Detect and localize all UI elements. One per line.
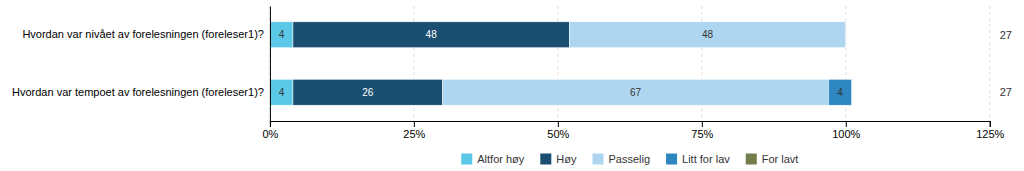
y-tick-label: Hvordan var tempoet av forelesningen (fo… [12,86,264,98]
x-tick: 0% [262,121,278,140]
x-axis: 0% 25% 50% 75% 100% 125% [262,121,1004,140]
data-label: 48 [702,29,714,40]
x-tick: 100% [832,121,860,140]
legend-item: Høy [540,153,577,165]
legend-swatch [461,154,472,165]
x-tick: 125% [976,121,1004,140]
x-tick-label: 50% [547,128,569,140]
bar-segment [293,22,569,48]
legend-label: For lavt [762,153,799,165]
x-tick-mark [990,121,991,127]
n-label: 27 [1000,29,1012,41]
x-tick-mark [270,121,271,127]
legend-item: Litt for lav [666,153,730,165]
bar-segment [293,79,443,105]
legend-swatch [540,154,551,165]
x-tick-label: 125% [976,128,1004,140]
data-label: 4 [837,87,843,98]
bar-segment [569,22,845,48]
y-axis: Hvordan var nivået av forelesningen (for… [12,7,270,122]
x-tick: 50% [547,121,569,140]
legend-item: Altfor høy [461,153,525,165]
data-label: 26 [362,87,374,98]
bar-segment [270,22,293,48]
y-tick: Hvordan var nivået av forelesningen (for… [22,28,270,40]
x-tick-mark [414,121,415,127]
x-tick-label: 0% [262,128,278,140]
x-tick-label: 25% [403,128,425,140]
data-label: 48 [426,29,438,40]
chart-container: 4 4 48 26 48 67 4 0% 25% 50% 75% 100% 125% Hvordan va… [0,0,1024,171]
legend-item: Passelig [592,153,650,165]
legend-label: Altfor høy [477,153,525,165]
n-label: 27 [1000,86,1012,98]
x-tick-mark [846,121,847,127]
x-tick-label: 100% [832,128,860,140]
x-tick: 25% [403,121,425,140]
grid [270,6,990,121]
legend-item: For lavt [746,153,799,165]
data-label: 4 [279,87,285,98]
legend-swatch [746,154,757,165]
x-tick-mark [558,121,559,127]
grid-line [269,6,270,121]
legend-swatch [666,154,677,165]
bar-segment [829,79,852,105]
data-label: 67 [630,87,642,98]
legend: Altfor høy Høy Passelig Litt for lav For lav… [461,153,798,165]
data-labels: 4 4 48 26 48 67 4 [279,29,844,98]
data-label: 4 [279,29,285,40]
y-axis-line [270,7,271,122]
x-tick: 75% [691,121,713,140]
y-tick-label: Hvordan var nivået av forelesningen (for… [22,28,264,40]
x-tick-label: 75% [691,128,713,140]
bar-segment [270,79,293,105]
chart: 4 4 48 26 48 67 4 0% 25% 50% 75% 100% 125% Hvordan va… [0,0,1024,171]
y-tick: Hvordan var tempoet av forelesningen (fo… [12,86,270,98]
bar-segment [443,79,829,105]
grid-line [989,6,990,121]
legend-label: Litt for lav [682,153,730,165]
x-tick-mark [702,121,703,127]
x-axis-line [270,122,990,128]
n-labels: 27 27 [1000,29,1012,99]
legend-swatch [592,154,603,165]
bars [270,22,852,105]
legend-label: Passelig [608,153,650,165]
legend-label: Høy [556,153,577,165]
